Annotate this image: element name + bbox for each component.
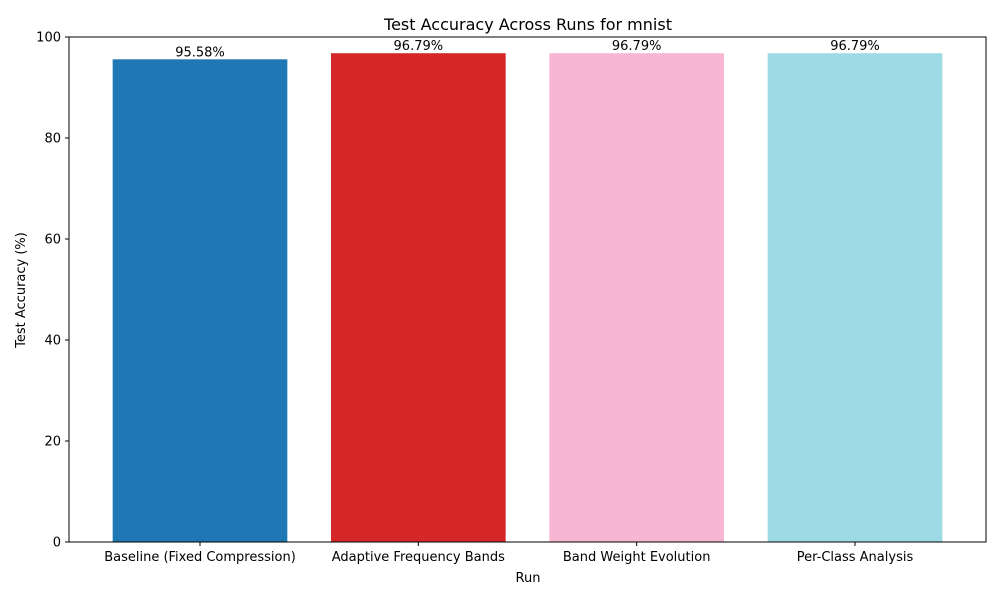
y-tick-label-1: 20: [44, 435, 61, 450]
x-tick-label-0: Baseline (Fixed Compression): [104, 550, 296, 565]
value-label-1: 96.79%: [394, 39, 444, 54]
bar-0: [112, 59, 288, 543]
value-label-0: 95.58%: [175, 45, 225, 60]
y-tick-label-4: 80: [44, 132, 61, 147]
x-axis-label: Run: [516, 571, 541, 586]
x-tick-label-2: Band Weight Evolution: [563, 550, 711, 565]
plot-frame: [68, 36, 987, 543]
bar-2: [549, 53, 724, 542]
y-axis: 0 20 40 60 80 100: [36, 31, 69, 551]
y-tick-label-5: 100: [36, 31, 61, 46]
value-label-2: 96.79%: [612, 39, 662, 54]
y-tick-label-2: 40: [44, 334, 61, 349]
chart-title: Test Accuracy Across Runs for mnist: [383, 15, 672, 34]
x-axis: Baseline (Fixed Compression) Adaptive Fre…: [104, 542, 913, 565]
value-label-3: 96.79%: [830, 39, 880, 54]
value-labels-group: 95.58% 96.79% 96.79% 96.79%: [175, 39, 880, 60]
bars-group: [112, 53, 943, 543]
y-axis-label: Test Accuracy (%): [14, 232, 29, 349]
x-tick-label-1: Adaptive Frequency Bands: [332, 550, 505, 565]
y-tick-label-0: 0: [53, 536, 61, 551]
y-tick-label-3: 60: [44, 233, 61, 248]
x-tick-label-3: Per-Class Analysis: [797, 550, 914, 565]
bar-1: [331, 53, 506, 542]
bar-3: [767, 53, 943, 542]
